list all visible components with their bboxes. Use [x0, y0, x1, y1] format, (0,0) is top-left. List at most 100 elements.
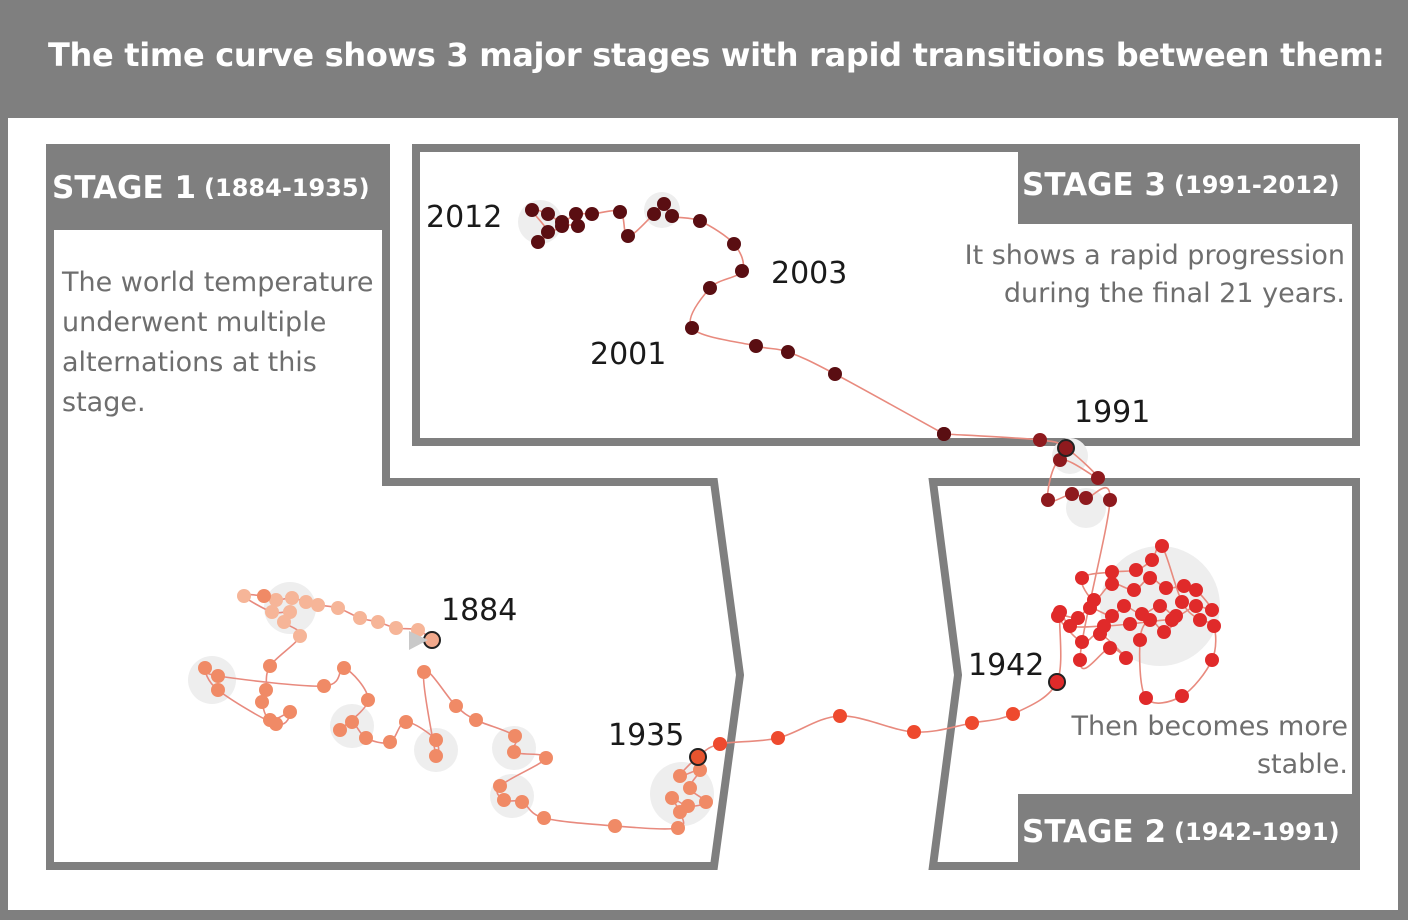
header-title: The time curve shows 3 major stages with… [48, 36, 1385, 74]
time-point [525, 203, 539, 217]
time-point [211, 669, 225, 683]
time-point [671, 821, 685, 835]
time-point [311, 598, 325, 612]
time-point [665, 209, 679, 223]
time-point [703, 281, 717, 295]
time-point [1129, 563, 1143, 577]
time-point [359, 731, 373, 745]
stage1-outline [46, 144, 745, 870]
time-point [411, 623, 425, 637]
stage1-description: The world temperature underwent multiple… [62, 263, 387, 423]
time-point [699, 795, 713, 809]
stage1-range: (1884-1935) [204, 174, 370, 202]
time-point [1053, 605, 1067, 619]
time-point [265, 605, 279, 619]
time-point [1205, 653, 1219, 667]
time-point [1073, 653, 1087, 667]
time-point [1143, 613, 1157, 627]
time-point [449, 699, 463, 713]
time-point [608, 819, 622, 833]
time-point [735, 264, 749, 278]
year-label-1884: 1884 [441, 593, 517, 628]
time-point [1177, 579, 1191, 593]
time-point [613, 205, 627, 219]
stage2-description: Then becomes more stable. [1010, 708, 1348, 784]
time-point [833, 709, 847, 723]
year-label-1991: 1991 [1074, 395, 1150, 430]
time-point [285, 591, 299, 605]
stage2-label: STAGE 2 [1022, 814, 1167, 850]
time-point [1193, 613, 1207, 627]
stage2-range: (1942-1991) [1174, 818, 1340, 846]
time-point [681, 799, 695, 813]
time-point [497, 793, 511, 807]
stage3-range: (1991-2012) [1174, 171, 1340, 199]
time-point [283, 705, 297, 719]
time-point [417, 665, 431, 679]
time-point [255, 695, 269, 709]
time-point [727, 237, 741, 251]
time-point [293, 629, 307, 643]
time-point [389, 621, 403, 635]
year-label-2001: 2001 [590, 337, 666, 372]
time-point [1006, 707, 1020, 721]
time-point [693, 763, 707, 777]
time-point [257, 589, 271, 603]
time-point [1117, 599, 1131, 613]
time-point [1127, 583, 1141, 597]
time-point [1075, 571, 1089, 585]
time-point [1205, 603, 1219, 617]
time-point [1033, 433, 1047, 447]
stage2-tab: STAGE 2 (1942-1991) [1018, 794, 1360, 870]
year-label-1942: 1942 [968, 648, 1044, 683]
year-label-2003: 2003 [771, 256, 847, 291]
time-point [1139, 691, 1153, 705]
time-point [937, 427, 951, 441]
time-point [555, 219, 569, 233]
time-point [1207, 619, 1221, 633]
stage3-description-line: It shows a rapid progression [964, 240, 1345, 271]
milestone-point [1057, 439, 1075, 457]
year-label-2012: 2012 [426, 200, 502, 235]
time-point [1189, 583, 1203, 597]
time-point [1105, 577, 1119, 591]
time-point [333, 723, 347, 737]
time-point [1123, 617, 1137, 631]
time-point [345, 715, 359, 729]
time-point [1041, 493, 1055, 507]
stage3-label: STAGE 3 [1022, 167, 1167, 203]
time-point [541, 207, 555, 221]
time-point [331, 601, 345, 615]
time-point [1097, 619, 1111, 633]
time-point [469, 713, 483, 727]
stage3-description: It shows a rapid progression during the … [905, 237, 1345, 313]
time-point [1091, 471, 1105, 485]
time-point [531, 235, 545, 249]
stage2-description-line: stable. [1256, 749, 1348, 780]
time-point [685, 321, 699, 335]
time-point [1155, 539, 1169, 553]
time-point [1103, 493, 1117, 507]
time-point [1157, 625, 1171, 639]
stage1-description-line: alternations at this [62, 347, 317, 378]
time-point [781, 345, 795, 359]
time-point [1159, 581, 1173, 595]
time-point [1075, 635, 1089, 649]
time-point [1119, 651, 1133, 665]
time-point [657, 197, 671, 211]
stage3-tab: STAGE 3 (1991-2012) [1018, 146, 1360, 224]
time-point [1105, 609, 1119, 623]
time-point [541, 225, 555, 239]
time-point [1165, 613, 1179, 627]
time-point [1175, 689, 1189, 703]
time-point [317, 679, 331, 693]
stage1-label: STAGE 1 [52, 170, 197, 206]
time-point [539, 751, 553, 765]
time-point [1143, 571, 1157, 585]
time-point [569, 207, 583, 221]
time-point [907, 725, 921, 739]
time-point [673, 769, 687, 783]
time-point [713, 737, 727, 751]
time-point [515, 795, 529, 809]
